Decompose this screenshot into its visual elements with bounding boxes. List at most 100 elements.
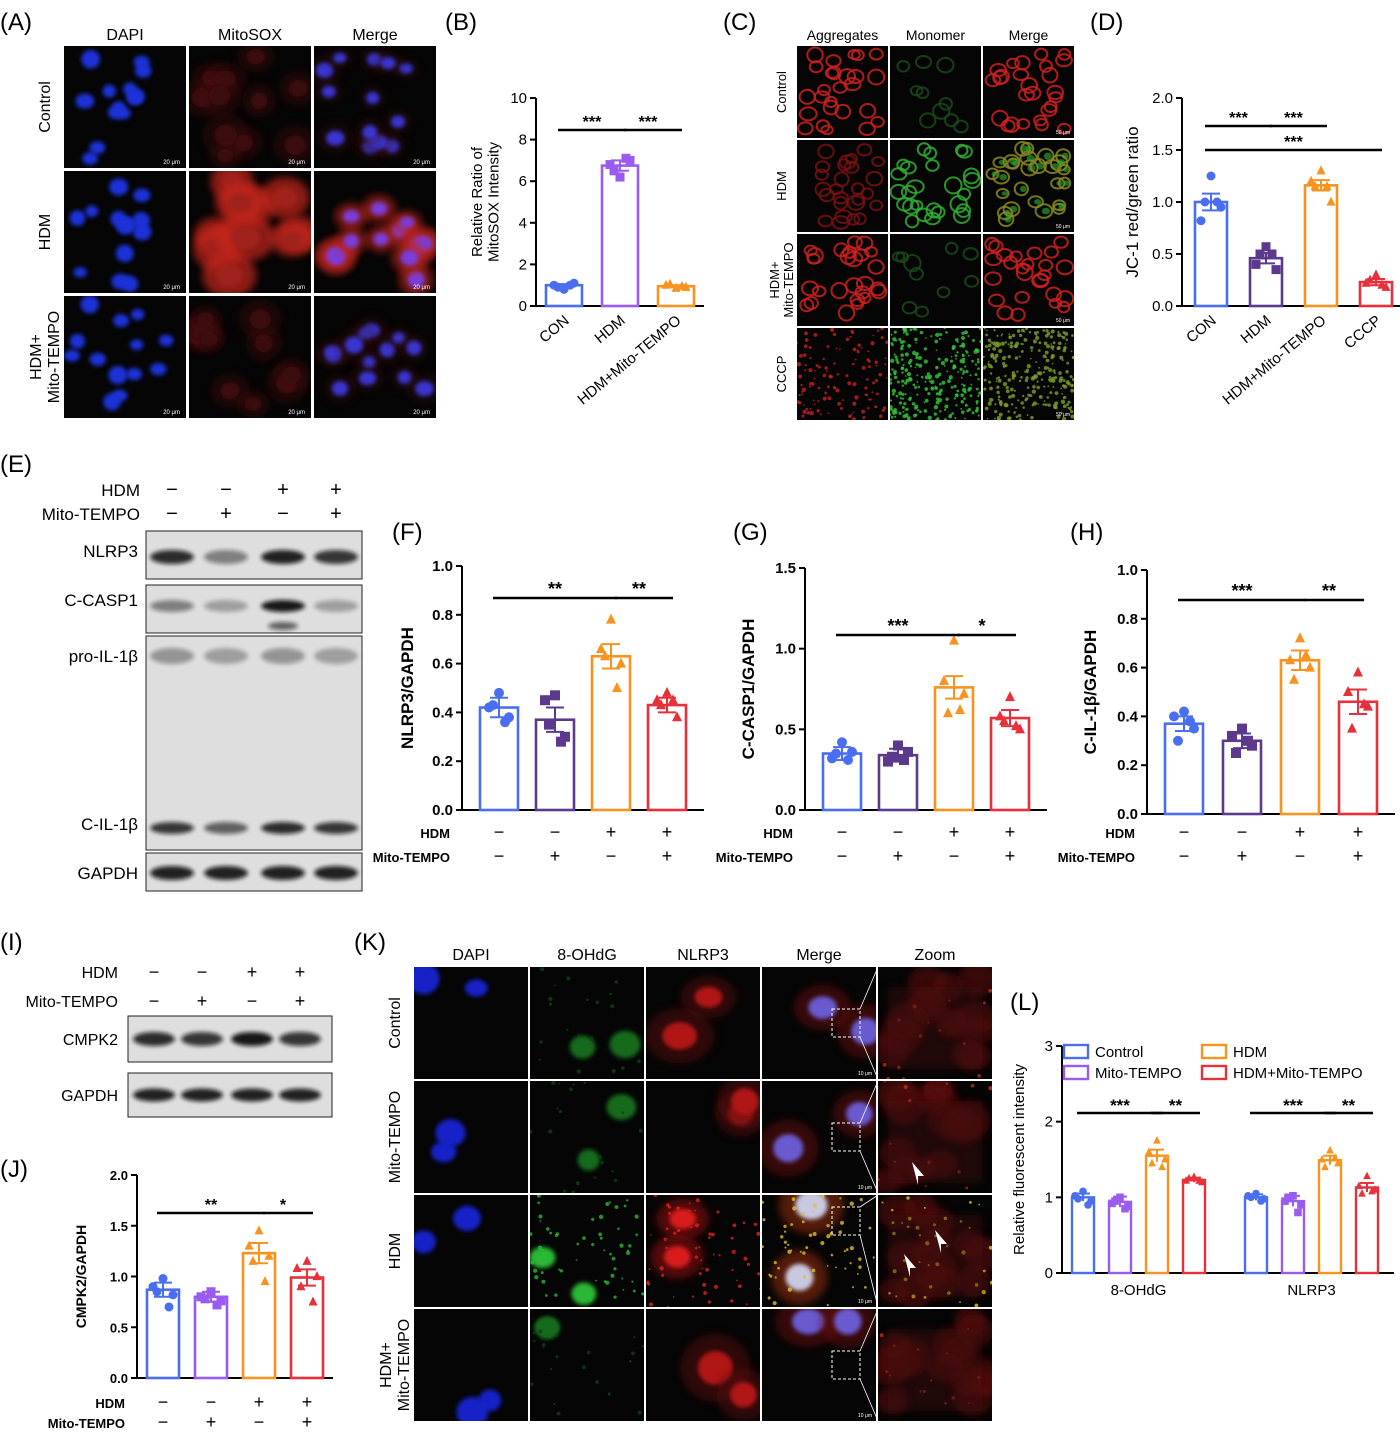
cell-ring <box>1032 273 1050 288</box>
speck <box>545 1227 550 1231</box>
speck <box>576 1242 580 1246</box>
data-point <box>1079 1187 1087 1196</box>
nucleus <box>773 1134 804 1163</box>
mito-sign: + <box>893 846 904 866</box>
speck <box>1044 350 1049 355</box>
speck <box>835 347 838 350</box>
speck <box>1071 384 1074 387</box>
speck <box>961 331 965 335</box>
data-point <box>1169 711 1179 722</box>
data-point <box>168 1290 178 1300</box>
speck <box>927 391 931 396</box>
cell-ring <box>914 54 933 69</box>
y-tick-label: 1.0 <box>1152 194 1173 211</box>
scale-bar: 20 μm <box>288 410 305 416</box>
speck <box>757 1272 760 1276</box>
micrograph-K <box>414 1309 528 1421</box>
bar <box>1354 1186 1380 1275</box>
cell-ring <box>797 121 814 136</box>
speck <box>698 1246 701 1249</box>
y-tick-label: 0.8 <box>432 607 453 624</box>
column-label: Monomer <box>906 27 965 43</box>
speck <box>915 342 917 344</box>
nucleus <box>102 84 116 98</box>
speck <box>881 1201 884 1204</box>
speck <box>1062 331 1066 335</box>
speck <box>695 1198 700 1203</box>
speck <box>1000 334 1003 337</box>
speck <box>866 378 869 381</box>
x-tick-label: 8-OHdG <box>1111 1282 1167 1299</box>
mito-sign: − <box>247 991 258 1011</box>
speck <box>825 370 828 373</box>
speck <box>974 1303 979 1307</box>
speck <box>665 1227 669 1231</box>
data-point <box>1368 1186 1376 1195</box>
speck <box>868 1226 872 1230</box>
nucleus <box>331 380 349 396</box>
speck <box>1042 329 1046 332</box>
speck <box>538 1058 541 1061</box>
cell-ring <box>857 291 872 305</box>
speck <box>1047 403 1051 407</box>
speck <box>538 1329 543 1334</box>
speck <box>1062 404 1067 409</box>
speck <box>1050 353 1056 359</box>
speck <box>1036 380 1039 383</box>
cell-ring <box>858 121 876 137</box>
y-tick-label: 0.5 <box>110 1320 128 1335</box>
scale-bar: 20 μm <box>413 160 430 166</box>
micrograph-A <box>314 46 436 168</box>
nucleus <box>75 93 95 109</box>
speck <box>983 328 986 330</box>
speck <box>1065 338 1069 342</box>
data-point <box>254 1225 264 1235</box>
speck <box>962 369 965 372</box>
y-axis-label: CMPK2/GAPDH <box>73 1225 89 1328</box>
nucleus <box>126 367 143 381</box>
cell-ring <box>895 251 910 264</box>
speck <box>987 343 992 348</box>
panel-label: (K) <box>354 929 386 956</box>
speck <box>816 409 820 413</box>
speck <box>762 1245 764 1248</box>
cell-ring <box>995 187 1010 199</box>
cell-ring <box>867 68 886 86</box>
data-point <box>550 690 560 701</box>
western-blots-layer <box>127 530 363 1118</box>
speck <box>901 384 904 387</box>
speck <box>582 1236 586 1240</box>
speck <box>736 1279 738 1282</box>
row-label: Control <box>387 997 404 1049</box>
cell-ring <box>1038 59 1053 73</box>
cell-ring <box>817 143 835 160</box>
speck <box>915 356 919 360</box>
speck <box>914 385 918 390</box>
y-axis-label: NLRP3/GAPDH <box>398 627 417 749</box>
speck <box>916 408 920 412</box>
zoom-bg <box>888 1215 982 1297</box>
y-axis-label: JC-1 red/green ratio <box>1123 126 1142 277</box>
cell-ring <box>1006 57 1020 70</box>
data-point <box>1318 1154 1326 1163</box>
y-axis-label: C-CASP1/GAPDH <box>739 619 758 760</box>
speck <box>1009 344 1014 349</box>
speck <box>944 358 949 362</box>
speck <box>1062 396 1065 399</box>
speck <box>821 1195 825 1198</box>
cell-ring <box>1019 150 1038 166</box>
cell-ring <box>860 187 874 200</box>
field <box>414 1081 528 1193</box>
nucleus <box>89 352 106 366</box>
hdm-sign: − <box>206 1392 217 1412</box>
speck <box>1025 328 1028 331</box>
speck <box>638 1128 643 1133</box>
data-point <box>1289 1192 1297 1200</box>
y-tick-label: 1.0 <box>775 641 796 658</box>
cell-ring <box>844 277 864 294</box>
speck <box>626 1199 629 1202</box>
data-point <box>662 686 672 697</box>
speck <box>532 1331 536 1335</box>
speck <box>975 409 979 413</box>
